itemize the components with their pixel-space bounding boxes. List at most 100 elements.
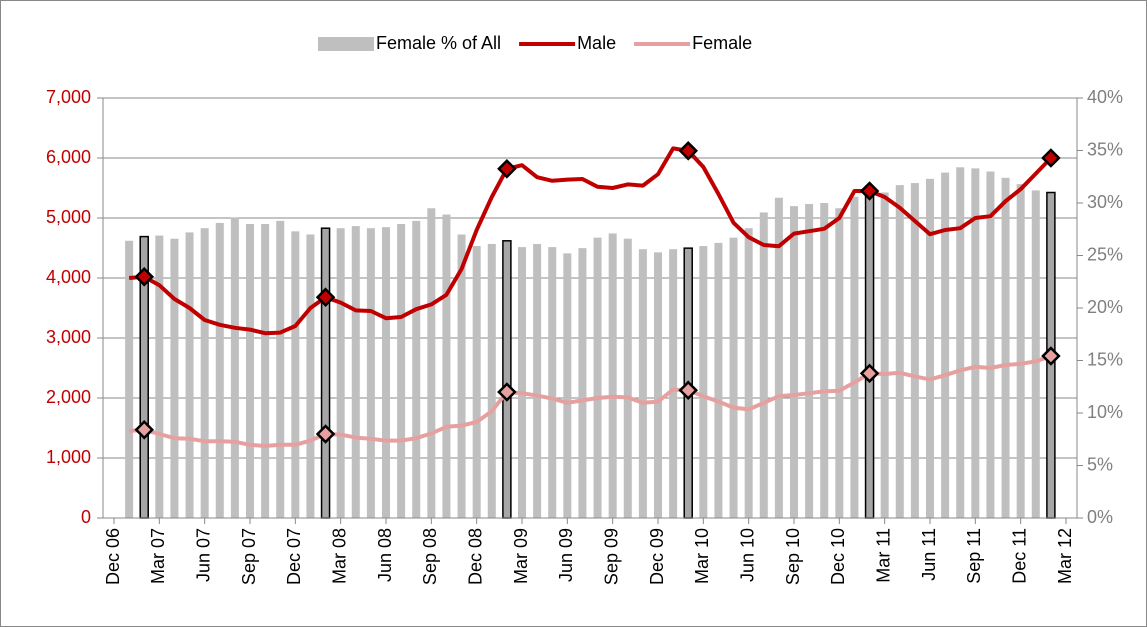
bar bbox=[533, 243, 542, 518]
legend-label: Male bbox=[577, 33, 616, 53]
marker bbox=[859, 181, 880, 201]
bar bbox=[1031, 190, 1040, 518]
bar bbox=[412, 220, 421, 518]
marker bbox=[315, 424, 336, 444]
bar bbox=[714, 242, 723, 518]
bar bbox=[261, 224, 270, 518]
bar bbox=[306, 234, 315, 518]
bar bbox=[699, 246, 708, 519]
marker bbox=[134, 420, 154, 440]
x-tick-label: Mar 09 bbox=[511, 528, 531, 584]
bar bbox=[759, 212, 768, 518]
bar bbox=[956, 167, 965, 519]
bar bbox=[382, 227, 390, 518]
x-tick-label: Jun 10 bbox=[737, 528, 757, 582]
x-tick-label: Mar 08 bbox=[329, 528, 349, 584]
bar bbox=[895, 185, 904, 518]
marker bbox=[1041, 148, 1061, 168]
bar bbox=[986, 171, 995, 518]
marker bbox=[1041, 346, 1061, 366]
bar bbox=[548, 247, 557, 518]
bar bbox=[276, 220, 285, 518]
y2-tick-label: 15% bbox=[1087, 349, 1123, 369]
x-tick-label: Sep 10 bbox=[783, 528, 803, 585]
bar bbox=[487, 243, 496, 518]
bar bbox=[185, 232, 194, 518]
bar bbox=[457, 234, 466, 518]
bar bbox=[941, 172, 950, 519]
bar bbox=[170, 238, 179, 518]
bar bbox=[518, 247, 526, 518]
bar bbox=[1001, 177, 1010, 519]
x-tick-label: Jun 07 bbox=[193, 528, 213, 582]
bar bbox=[654, 252, 662, 518]
bar bbox=[744, 228, 753, 518]
marker bbox=[134, 267, 154, 287]
legend-label: Female bbox=[692, 33, 752, 53]
marker bbox=[315, 287, 336, 307]
x-tick-label: Dec 09 bbox=[647, 528, 667, 585]
bar bbox=[351, 226, 360, 518]
bar bbox=[820, 203, 829, 518]
y2-tick-label: 40% bbox=[1087, 87, 1123, 107]
x-tick-label: Sep 11 bbox=[964, 528, 984, 584]
bar bbox=[774, 197, 783, 518]
bar bbox=[125, 240, 134, 519]
bar bbox=[366, 228, 375, 518]
bar bbox=[563, 253, 572, 518]
y2-tick-label: 20% bbox=[1087, 297, 1123, 317]
y-tick-label: 3,000 bbox=[46, 327, 91, 347]
bar bbox=[638, 249, 647, 518]
y-tick-label: 7,000 bbox=[46, 87, 91, 107]
line bbox=[128, 146, 1053, 336]
bar bbox=[850, 196, 859, 518]
bar bbox=[246, 224, 254, 518]
bar bbox=[200, 228, 209, 518]
y-tick-label: 0 bbox=[81, 507, 91, 527]
bar bbox=[291, 231, 300, 518]
y2-tick-label: 25% bbox=[1087, 244, 1123, 264]
x-tick-label: Dec 07 bbox=[284, 528, 304, 585]
x-tick-label: Jun 09 bbox=[556, 528, 576, 582]
x-tick-label: Mar 11 bbox=[873, 528, 893, 583]
bar bbox=[669, 249, 678, 518]
bar bbox=[835, 208, 844, 518]
x-tick-label: Dec 10 bbox=[828, 528, 848, 585]
bar bbox=[910, 183, 919, 519]
y2-tick-label: 30% bbox=[1087, 192, 1123, 212]
line bbox=[128, 354, 1052, 448]
marker bbox=[497, 382, 517, 402]
bar bbox=[790, 206, 798, 518]
y-tick-label: 5,000 bbox=[46, 207, 91, 227]
bar bbox=[215, 222, 224, 518]
bar bbox=[397, 224, 406, 518]
y2-tick-label: 10% bbox=[1087, 402, 1123, 422]
bar bbox=[472, 246, 481, 519]
bar bbox=[336, 228, 345, 518]
bar bbox=[155, 235, 164, 519]
x-tick-label: Jun 11 bbox=[919, 528, 939, 581]
bar bbox=[729, 237, 738, 518]
x-tick-label: Mar 07 bbox=[148, 528, 168, 584]
x-tick-label: Sep 09 bbox=[601, 528, 621, 585]
bar bbox=[880, 192, 889, 518]
x-tick-label: Jun 08 bbox=[375, 528, 395, 582]
x-tick-label: Sep 08 bbox=[420, 528, 440, 585]
y-tick-label: 4,000 bbox=[46, 267, 91, 287]
y2-tick-label: 5% bbox=[1087, 454, 1113, 474]
highlight-bar bbox=[502, 240, 512, 519]
legend-swatch bbox=[318, 37, 374, 51]
highlight-bar bbox=[320, 227, 331, 519]
marker bbox=[859, 363, 880, 384]
y-tick-label: 2,000 bbox=[46, 387, 91, 407]
bar bbox=[427, 208, 436, 518]
x-tick-label: Dec 06 bbox=[103, 528, 123, 585]
legend-label: Female % of All bbox=[376, 33, 501, 53]
marker bbox=[678, 380, 698, 400]
bar bbox=[805, 204, 814, 519]
marker bbox=[497, 159, 517, 179]
bar bbox=[230, 217, 239, 518]
y2-tick-label: 35% bbox=[1087, 139, 1123, 159]
x-tick-label: Dec 08 bbox=[465, 528, 485, 585]
y2-tick-label: 0% bbox=[1087, 507, 1113, 527]
